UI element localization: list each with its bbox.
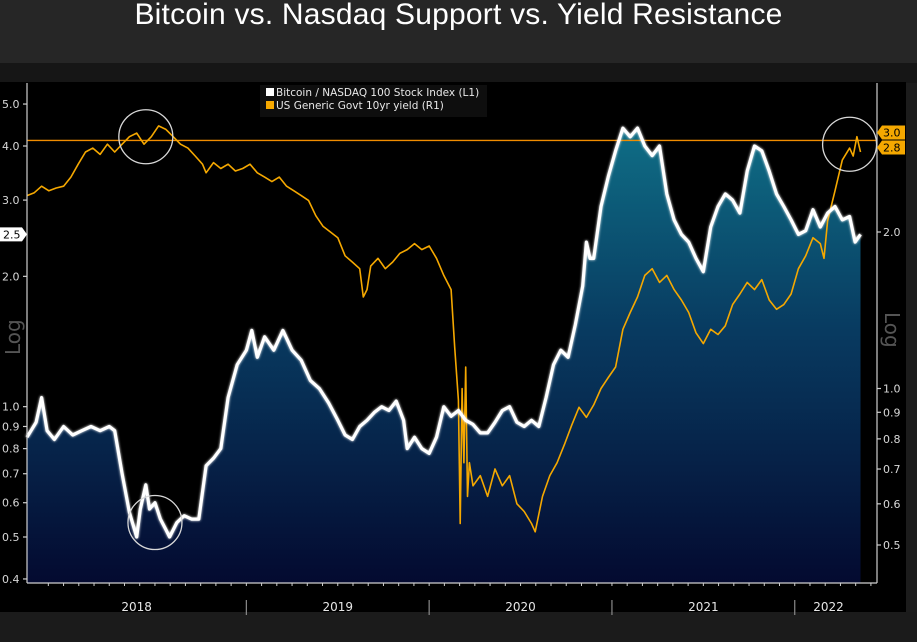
left-tick-label: 1.0 (2, 401, 20, 414)
x-year-label: 2022 (813, 600, 844, 614)
x-year-label: 2019 (322, 600, 353, 614)
right-tick-label: 0.8 (883, 433, 901, 446)
chart-legend: Bitcoin / NASDAQ 100 Stock Index (L1) US… (260, 85, 488, 117)
left-tick-label: 0.4 (2, 573, 20, 586)
right-last-value-tag (877, 140, 905, 155)
left-tick-label: 0.5 (2, 531, 20, 544)
left-tick-label: 0.9 (2, 420, 20, 433)
x-year-label: 2021 (688, 600, 719, 614)
right-tick-label: 0.5 (883, 539, 901, 552)
right-tick-label: 2.0 (883, 226, 901, 239)
legend-swatch-orange (266, 101, 274, 109)
bitcoin-nasdaq-area-fill (27, 128, 861, 583)
chart-title: Bitcoin vs. Nasdaq Support vs. Yield Res… (134, 0, 783, 31)
right-last-value-label: 2.8 (883, 141, 901, 154)
x-year-label: 2018 (121, 600, 152, 614)
footer-band (0, 612, 917, 642)
x-year-label: 2020 (505, 600, 536, 614)
left-tick-label: 5.0 (2, 98, 20, 111)
left-tick-label: 3.0 (2, 194, 20, 207)
left-axis-title: Log (1, 319, 25, 355)
annotation-circle-2 (821, 116, 878, 172)
right-last-value-label: 3.0 (883, 126, 901, 139)
right-tick-label: 1.0 (883, 383, 901, 396)
left-tick-label: 0.8 (2, 443, 20, 456)
annotation-circle-0 (118, 109, 174, 165)
us-10yr-yield-line (26, 125, 862, 533)
right-tick-label: 0.7 (883, 463, 901, 476)
left-last-value-label: 2.5 (3, 228, 21, 241)
right-tick-label: 0.9 (883, 406, 901, 419)
legend-label: Bitcoin / NASDAQ 100 Stock Index (L1) (276, 87, 480, 99)
right-last-value-tag (877, 125, 905, 140)
legend-label: US Generic Govt 10yr yield (R1) (276, 100, 444, 112)
legend-entry-us-10yr-yield: US Generic Govt 10yr yield (R1) (266, 100, 479, 113)
left-tick-label: 0.6 (2, 497, 20, 510)
left-tick-label: 2.0 (2, 270, 20, 283)
annotation-circle-1 (127, 494, 183, 551)
left-last-value-tag (0, 227, 27, 242)
title-separator-band (0, 63, 917, 83)
right-tick-label: 0.6 (883, 498, 901, 511)
left-tick-label: 0.7 (2, 468, 20, 481)
legend-swatch-white (266, 88, 274, 96)
legend-entry-bitcoin-nasdaq: Bitcoin / NASDAQ 100 Stock Index (L1) (266, 87, 479, 100)
title-band (0, 0, 917, 63)
bitcoin-nasdaq-line (25, 126, 862, 539)
right-axis-title: Log (880, 312, 904, 348)
left-tick-label: 4.0 (2, 140, 20, 153)
